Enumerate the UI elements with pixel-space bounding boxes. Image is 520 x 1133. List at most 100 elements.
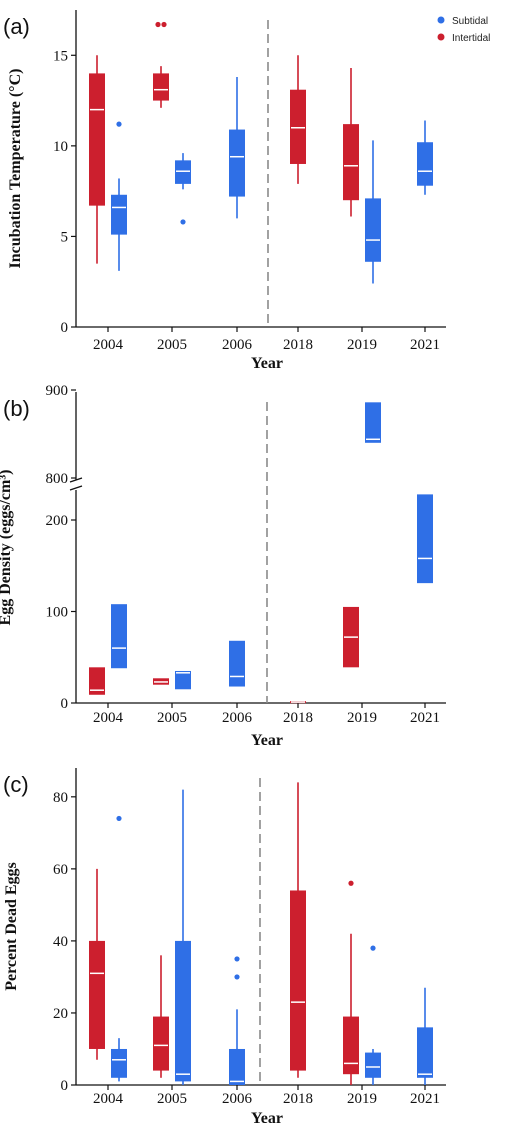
- axis-break-mark: [69, 477, 83, 483]
- axis-break-mark: [69, 485, 83, 491]
- box-intertidal-2005: [153, 678, 169, 685]
- y-axis-title: Percent Dead Eggs: [3, 862, 20, 991]
- box: [290, 89, 306, 164]
- legend: Subtidal Intertidal: [437, 16, 490, 44]
- box-intertidal-2004: [89, 868, 105, 1060]
- chart-panel-2: (b) 0 100 200 800 900 2004 2005 2006 2018 2019 2021…: [0, 383, 446, 749]
- box: [290, 890, 306, 1071]
- x-tick-label: 2018: [283, 337, 313, 353]
- legend-marker-intertidal: [437, 33, 445, 41]
- box: [365, 198, 381, 262]
- outlier-point: [234, 974, 240, 980]
- box-intertidal-2019: [343, 880, 359, 1085]
- outlier-point: [155, 21, 161, 28]
- box: [175, 940, 191, 1082]
- x-axis-title: Year: [251, 1110, 283, 1127]
- box-subtidal-2019: [365, 140, 381, 284]
- box-subtidal-2004: [111, 604, 127, 669]
- x-tick-label: 2006: [222, 710, 253, 726]
- x-axis-title: Year: [251, 355, 283, 372]
- box-subtidal-2006: [229, 956, 245, 1085]
- outlier-point: [116, 815, 122, 822]
- x-tick-label: 2005: [157, 710, 187, 726]
- y-tick-label: 80: [53, 790, 68, 806]
- y-tick-label: 800: [46, 471, 69, 487]
- outlier-point: [161, 21, 167, 28]
- legend-marker-subtidal: [437, 16, 445, 24]
- box: [365, 402, 381, 443]
- box-subtidal-2006: [229, 77, 245, 219]
- x-tick-label: 2005: [157, 337, 187, 353]
- panel-label: (a): [3, 14, 30, 39]
- y-tick-label: 15: [53, 48, 68, 64]
- box: [153, 73, 169, 101]
- box: [175, 160, 191, 184]
- box: [417, 1027, 433, 1078]
- x-tick-label: 2021: [410, 1091, 440, 1107]
- box-subtidal-2005: [175, 153, 191, 225]
- y-tick-label: 0: [61, 696, 69, 712]
- outlier-point: [116, 121, 122, 127]
- x-tick-label: 2018: [283, 710, 313, 726]
- box-intertidal-2004: [89, 667, 105, 695]
- box: [89, 73, 105, 206]
- box: [89, 940, 105, 1049]
- box-subtidal-2021: [417, 987, 433, 1085]
- y-tick-label: 60: [53, 862, 68, 878]
- box: [153, 1016, 169, 1071]
- x-tick-label: 2019: [347, 710, 377, 726]
- chart-panel-3: (c) 0 20 40 60 80 2004 2005 2006 2018 2019 2021 Year…: [3, 768, 446, 1127]
- box-intertidal-2004: [89, 55, 105, 264]
- box: [417, 142, 433, 186]
- box-subtidal-2004: [111, 121, 127, 271]
- y-tick-label: 40: [53, 934, 68, 950]
- y-tick-label: 0: [61, 1078, 69, 1094]
- x-tick-label: 2004: [93, 337, 124, 353]
- outlier-point: [180, 219, 186, 225]
- box: [229, 1048, 245, 1085]
- y-tick-label: 20: [53, 1006, 68, 1022]
- box-subtidal-2005: [175, 789, 191, 1085]
- box-intertidal-2019: [343, 67, 359, 217]
- x-axis-title: Year: [251, 732, 283, 749]
- x-tick-label: 2021: [410, 710, 440, 726]
- y-tick-label: 200: [46, 513, 69, 529]
- y-tick-label: 0: [61, 320, 69, 336]
- outlier-point: [348, 880, 354, 886]
- y-axis-title: Egg Density (eggs/cm³): [0, 470, 14, 626]
- x-tick-label: 2004: [93, 1091, 124, 1107]
- box-subtidal-2019: [365, 945, 381, 1085]
- box: [111, 194, 127, 235]
- outlier-point: [370, 945, 376, 951]
- x-tick-label: 2005: [157, 1091, 187, 1107]
- panel-label: (c): [3, 772, 29, 797]
- box: [111, 604, 127, 669]
- y-tick-label: 10: [53, 139, 68, 155]
- y-axis-title: Incubation Temperature (°C): [7, 69, 24, 269]
- box: [343, 124, 359, 201]
- box: [417, 494, 433, 584]
- box: [229, 129, 245, 197]
- box-subtidal-2005: [175, 670, 191, 690]
- box: [365, 1052, 381, 1078]
- legend-label-subtidal: Subtidal: [452, 16, 488, 27]
- x-tick-label: 2006: [222, 1091, 253, 1107]
- y-tick-label: 900: [46, 383, 69, 399]
- panel-label: (b): [3, 396, 30, 421]
- box-intertidal-2018: [290, 782, 306, 1078]
- x-tick-label: 2019: [347, 1091, 377, 1107]
- box-subtidal-2019: [365, 402, 381, 443]
- chart-panel-1: (a) 0 5 10 15 2004 2005 2006 2018 2019 2021 Year Inc…: [3, 10, 446, 372]
- box: [89, 667, 105, 695]
- y-tick-label: 100: [46, 605, 69, 621]
- box: [111, 1048, 127, 1078]
- box-intertidal-2018: [290, 55, 306, 184]
- x-tick-label: 2019: [347, 337, 377, 353]
- box-subtidal-2021: [417, 120, 433, 195]
- box-intertidal-2005: [153, 21, 169, 108]
- box: [175, 670, 191, 690]
- box-subtidal-2006: [229, 640, 245, 687]
- legend-label-intertidal: Intertidal: [452, 33, 490, 44]
- box-subtidal-2004: [111, 815, 127, 1082]
